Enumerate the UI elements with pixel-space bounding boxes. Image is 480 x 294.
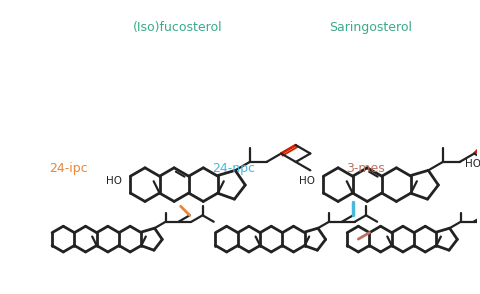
Text: HO: HO	[465, 159, 480, 169]
Text: (Iso)fucosterol: (Iso)fucosterol	[133, 21, 222, 34]
Text: Saringosterol: Saringosterol	[329, 21, 412, 34]
Text: 3-mes: 3-mes	[346, 162, 385, 175]
Text: 24-ipc: 24-ipc	[49, 162, 87, 175]
Text: 24-npc: 24-npc	[212, 162, 255, 175]
Text: HO: HO	[106, 176, 121, 186]
Text: HO: HO	[299, 176, 315, 186]
